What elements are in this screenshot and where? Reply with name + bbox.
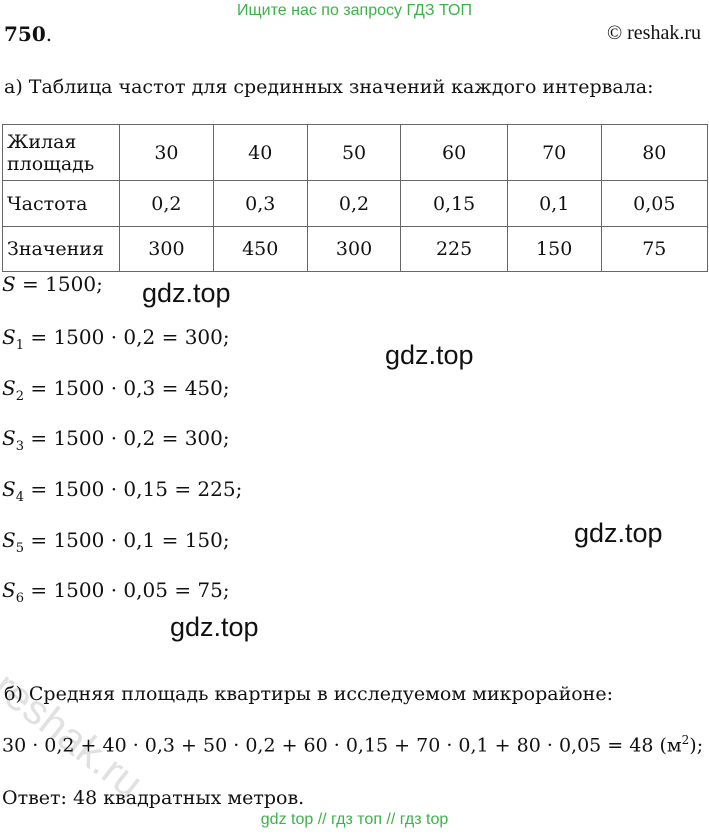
equation-rhs: = 1500 · 0,1 = 150; (23, 528, 230, 552)
mean-area-formula: 30 · 0,2 + 40 · 0,3 + 50 · 0,2 + 60 · 0,… (2, 733, 703, 756)
equation-sub: 2 (15, 389, 24, 404)
row-header-area: Жилая площадь (2, 124, 120, 181)
frequency-cell: 0,05 (600, 180, 709, 227)
area-cell: 70 (506, 124, 602, 181)
equation-rhs: = 1500 · 0,2 = 300; (23, 325, 230, 349)
equation-sub: 6 (15, 591, 24, 606)
equation-total: S = 1500; (2, 272, 103, 296)
equation-s6: S6 = 1500 · 0,05 = 75; (2, 578, 230, 606)
equation-var: S (2, 376, 16, 400)
equation-s5: S5 = 1500 · 0,1 = 150; (2, 528, 230, 556)
equation-sub: 1 (15, 338, 24, 353)
equation-s2: S2 = 1500 · 0,3 = 450; (2, 376, 230, 404)
problem-number: 750. (4, 22, 53, 46)
table-row-area: Жилая площадь 30 40 50 60 70 80 (2, 124, 709, 181)
value-cell: 450 (212, 226, 308, 272)
watermark-text: gdz.top (385, 340, 474, 370)
area-cell: 60 (400, 124, 508, 181)
equation-rhs: = 1500 · 0,15 = 225; (23, 477, 243, 501)
frequency-cell: 0,2 (119, 180, 214, 227)
site-copyright: © reshak.ru (606, 22, 701, 44)
equation-s4: S4 = 1500 · 0,15 = 225; (2, 477, 242, 505)
equation-var: S (2, 426, 16, 450)
section-b-title: б) Средняя площадь квартиры в исследуемо… (4, 683, 613, 705)
value-cell: 225 (400, 226, 508, 272)
top-banner: Ищите нас по запросу ГДЗ ТОП (237, 2, 472, 19)
equation-var: S (2, 477, 16, 501)
table-row-values: Значения 300 450 300 225 150 75 (2, 226, 709, 272)
equation-sub: 3 (15, 439, 24, 454)
equation-rhs: = 1500 · 0,2 = 300; (23, 426, 230, 450)
problem-number-value: 750 (4, 22, 46, 46)
value-cell: 300 (119, 226, 214, 272)
equation-sub: 5 (15, 541, 24, 556)
frequency-cell: 0,2 (306, 180, 402, 227)
value-cell: 150 (506, 226, 602, 272)
formula-text: 30 · 0,2 + 40 · 0,3 + 50 · 0,2 + 60 · 0,… (2, 734, 682, 757)
formula-superscript: 2 (681, 733, 690, 747)
area-cell: 30 (119, 124, 214, 181)
equation-var: S (2, 578, 16, 602)
equation-rhs: = 1500 · 0,3 = 450; (23, 376, 230, 400)
answer-line: Ответ: 48 квадратных метров. (2, 787, 305, 809)
watermark-text: gdz.top (574, 518, 663, 548)
frequency-cell: 0,15 (400, 180, 508, 227)
equation-var: S (2, 528, 16, 552)
equation-var: S (2, 272, 16, 296)
equation-s1: S1 = 1500 · 0,2 = 300; (2, 325, 230, 353)
section-a-title: а) Таблица частот для срединных значений… (4, 76, 654, 98)
value-cell: 300 (306, 226, 402, 272)
value-cell: 75 (600, 226, 709, 272)
frequency-cell: 0,3 (212, 180, 308, 227)
row-header-values: Значения (2, 226, 120, 272)
equation-var: S (2, 325, 16, 349)
watermark-text: gdz.top (170, 612, 259, 642)
area-cell: 40 (212, 124, 308, 181)
frequency-cell: 0,1 (506, 180, 602, 227)
area-cell: 50 (306, 124, 402, 181)
equation-s3: S3 = 1500 · 0,2 = 300; (2, 426, 230, 454)
equation-rhs: = 1500; (15, 272, 103, 296)
row-header-frequency: Частота (2, 180, 120, 227)
frequency-table: Жилая площадь 30 40 50 60 70 80 Частота … (2, 124, 709, 272)
formula-end: ); (689, 734, 704, 757)
equation-rhs: = 1500 · 0,05 = 75; (23, 578, 230, 602)
watermark-text: gdz.top (142, 278, 231, 308)
table-row-frequency: Частота 0,2 0,3 0,2 0,15 0,1 0,05 (2, 180, 709, 227)
equation-sub: 4 (15, 490, 24, 505)
footer-banner: gdz top // гдз топ // гдз top (260, 811, 449, 828)
area-cell: 80 (600, 124, 709, 181)
